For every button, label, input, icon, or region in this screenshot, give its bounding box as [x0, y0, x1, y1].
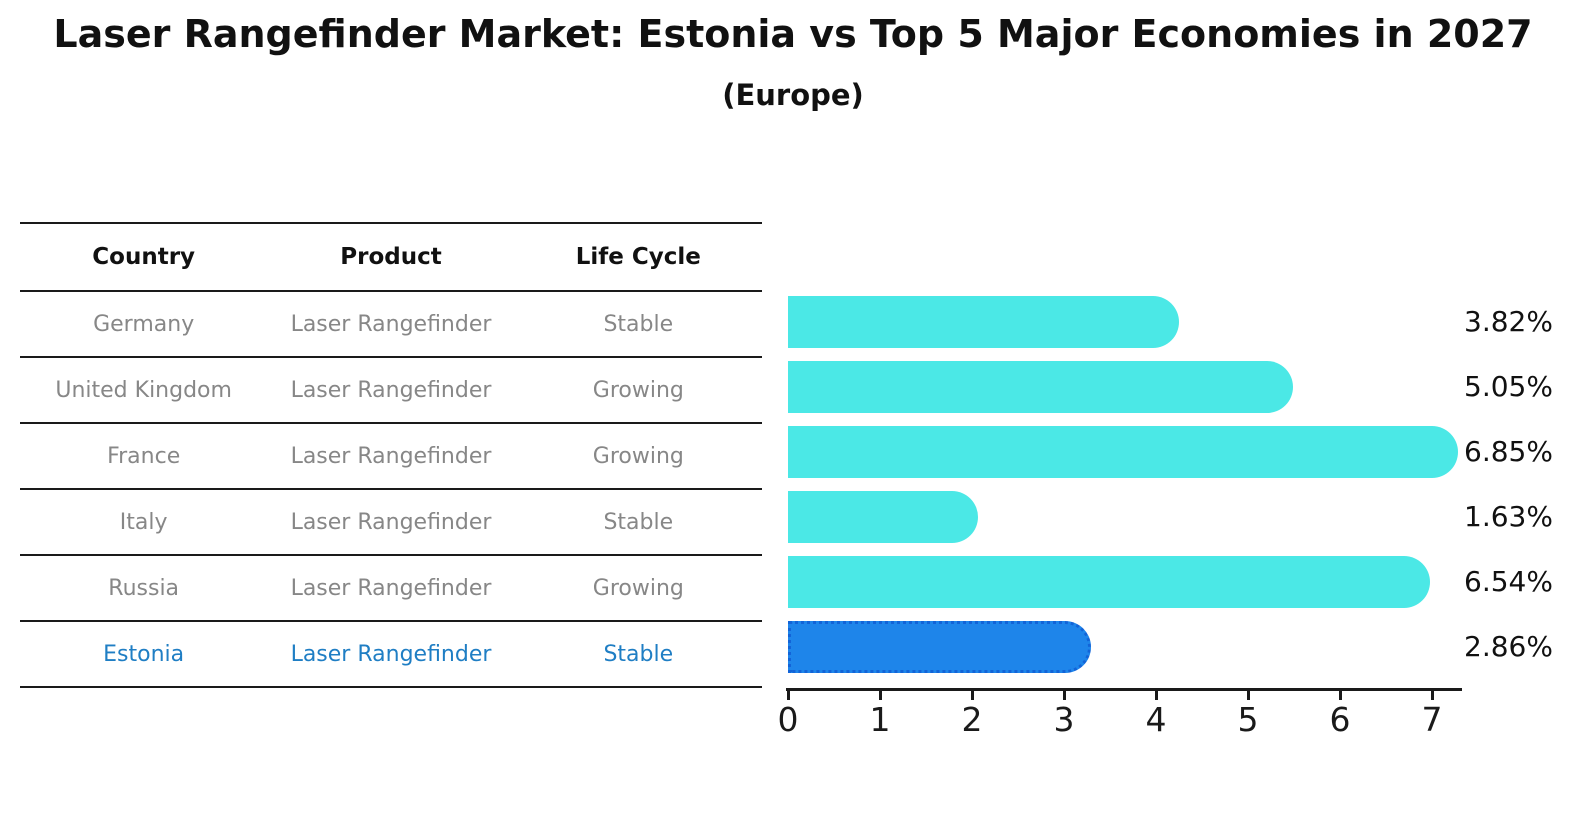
x-axis-tick-label: 7	[1421, 700, 1443, 739]
life-cycle-cell: Growing	[592, 575, 684, 601]
bar-united-kingdom	[788, 361, 1293, 413]
figure-title: Laser Rangefinder Market: Estonia vs Top…	[53, 12, 1533, 56]
value-label-germany: 3.82%	[1464, 305, 1553, 338]
figure-subtitle: (Europe)	[722, 78, 864, 112]
x-axis-tick	[878, 691, 882, 700]
bar-estonia	[788, 621, 1091, 673]
value-label-italy: 1.63%	[1464, 500, 1553, 533]
x-axis-tick	[1154, 691, 1158, 700]
column-header-product: Product	[340, 244, 442, 270]
x-axis-tick	[786, 691, 790, 700]
country-cell: France	[107, 443, 181, 469]
life-cycle-cell: Stable	[603, 641, 674, 667]
table-row-united-kingdom: United Kingdom Laser Rangefinder Growing	[20, 356, 762, 422]
x-axis-tick	[1246, 691, 1250, 700]
value-label-russia: 6.54%	[1464, 565, 1553, 598]
product-cell: Laser Rangefinder	[290, 575, 492, 601]
table-row-estonia: Estonia Laser Rangefinder Stable	[20, 620, 762, 686]
country-cell: Germany	[93, 311, 195, 337]
column-header-country: Country	[92, 244, 196, 270]
country-cell: Russia	[108, 575, 180, 601]
value-label-france: 6.85%	[1464, 435, 1553, 468]
x-axis-tick-label: 5	[1237, 700, 1259, 739]
bar-russia	[788, 556, 1430, 608]
bar-france	[788, 426, 1458, 478]
x-axis-tick	[1338, 691, 1342, 700]
x-axis-tick-label: 0	[777, 700, 799, 739]
table-row-germany: Germany Laser Rangefinder Stable	[20, 290, 762, 356]
product-cell: Laser Rangefinder	[290, 641, 492, 667]
life-cycle-cell: Growing	[592, 377, 684, 403]
country-cell: Estonia	[103, 641, 185, 667]
value-label-estonia: 2.86%	[1464, 630, 1553, 663]
x-axis-line	[786, 688, 1462, 691]
market-table: Country Product Life Cycle Germany Laser …	[20, 222, 762, 688]
bar-italy	[788, 491, 978, 543]
table-row-russia: Russia Laser Rangefinder Growing	[20, 554, 762, 620]
table-row-italy: Italy Laser Rangefinder Stable	[20, 488, 762, 554]
x-axis-tick-label: 4	[1145, 700, 1167, 739]
value-label-united-kingdom: 5.05%	[1464, 370, 1553, 403]
x-axis-tick-label: 3	[1053, 700, 1075, 739]
product-cell: Laser Rangefinder	[290, 509, 492, 535]
table-body: Germany Laser Rangefinder Stable United Kin…	[20, 290, 762, 686]
country-cell: Italy	[119, 509, 168, 535]
x-axis-tick-label: 1	[869, 700, 891, 739]
life-cycle-cell: Growing	[592, 443, 684, 469]
table-header-row: Country Product Life Cycle	[20, 222, 762, 290]
x-axis-tick-label: 2	[961, 700, 983, 739]
x-axis-tick	[1062, 691, 1066, 700]
table-row-france: France Laser Rangefinder Growing	[20, 422, 762, 488]
bar-germany	[788, 296, 1179, 348]
country-cell: United Kingdom	[55, 377, 232, 403]
product-cell: Laser Rangefinder	[290, 377, 492, 403]
column-header-life-cycle: Life Cycle	[575, 244, 701, 270]
life-cycle-cell: Stable	[603, 509, 674, 535]
x-axis-tick-label: 6	[1329, 700, 1351, 739]
life-cycle-cell: Stable	[603, 311, 674, 337]
x-axis-tick	[1430, 691, 1434, 700]
x-axis-tick	[970, 691, 974, 700]
product-cell: Laser Rangefinder	[290, 311, 492, 337]
product-cell: Laser Rangefinder	[290, 443, 492, 469]
